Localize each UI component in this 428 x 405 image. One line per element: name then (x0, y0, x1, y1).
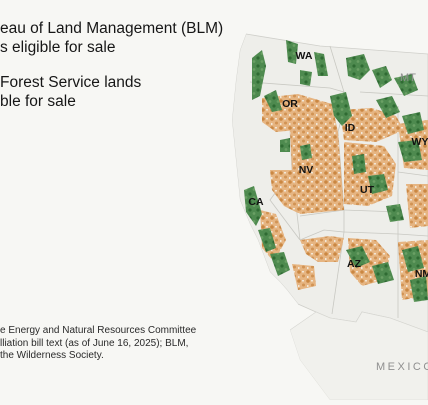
state-label-nm: NM (414, 268, 428, 280)
forest-service-lands (244, 40, 428, 302)
state-label-az: AZ (347, 258, 361, 270)
source-line-3: the Wilderness Society. (0, 350, 104, 362)
country-label-mexico: MEXICO (376, 361, 428, 373)
legend-blm-line1: eau of Land Management (BLM) (0, 20, 224, 37)
state-label-ca: CA (248, 196, 264, 208)
pacific-ocean (0, 0, 330, 400)
source-note: e Energy and Natural Resources Committee… (0, 325, 220, 363)
state-label-wy: WY (411, 136, 428, 148)
source-line-1: e Energy and Natural Resources Committee (0, 325, 197, 336)
legend-fs-line1: Forest Service lands (0, 74, 142, 91)
state-label-ut: UT (360, 184, 374, 196)
state-label-nv: NV (298, 164, 314, 176)
state-label-id: ID (344, 122, 356, 134)
source-line-2: lliation bill text (as of June 16, 2025)… (0, 337, 189, 349)
state-label-wa: WA (295, 50, 313, 62)
legend-blm-line2: s eligible for sale (0, 39, 116, 56)
legend-fs-line2: ble for sale (0, 93, 76, 110)
state-label-or: OR (282, 98, 298, 110)
state-label-mt: MT (400, 72, 416, 84)
